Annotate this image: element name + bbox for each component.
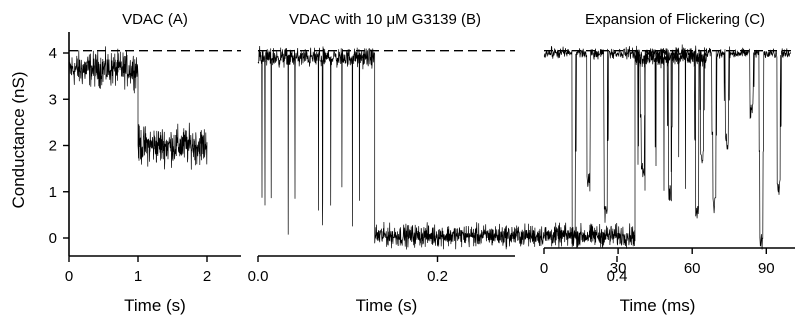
trace-line-3 xyxy=(543,46,792,250)
x-tick-label: 0 xyxy=(540,260,548,277)
x-axis-label-2: Time (s) xyxy=(356,296,418,315)
y-axis-label: Conductance (nS) xyxy=(9,71,28,208)
x-tick-label: 1 xyxy=(134,268,142,285)
axes: VDAC (A) 0 1 2 Time (s) 0 1 2 3 4 Conductance (nS)… xyxy=(9,11,795,315)
x-tick-label: 0.2 xyxy=(427,268,448,285)
x-tick-label: 30 xyxy=(610,260,627,277)
x-tick-label: 0.4 xyxy=(607,268,628,285)
trace-panel-1 xyxy=(68,46,208,170)
y-tick-label: 0 xyxy=(49,230,57,247)
traces xyxy=(68,44,792,250)
x-tick-label: 90 xyxy=(758,260,775,277)
trace-line-1 xyxy=(68,46,208,170)
y-tick-label: 2 xyxy=(49,138,57,155)
panel-title-1: VDAC (A) xyxy=(122,11,188,28)
x-axis-label-3: Time (ms) xyxy=(620,296,696,315)
x-tick-label: 0 xyxy=(65,268,73,285)
x-axis-label-1: Time (s) xyxy=(124,296,186,315)
trace-panel-2 xyxy=(257,44,708,250)
trace-panel-3 xyxy=(543,46,792,250)
x-tick-label: 60 xyxy=(684,260,701,277)
panel-title-2: VDAC with 10 μM G3139 (B) xyxy=(289,11,481,28)
panel-title-3: Expansion of Flickering (C) xyxy=(585,11,765,28)
y-tick-label: 4 xyxy=(49,45,57,62)
x-tick-label: 2 xyxy=(203,268,211,285)
y-tick-label: 3 xyxy=(49,91,57,108)
x-tick-label: 0.0 xyxy=(248,268,269,285)
y-tick-label: 1 xyxy=(49,184,57,201)
trace-line-2 xyxy=(257,44,708,250)
